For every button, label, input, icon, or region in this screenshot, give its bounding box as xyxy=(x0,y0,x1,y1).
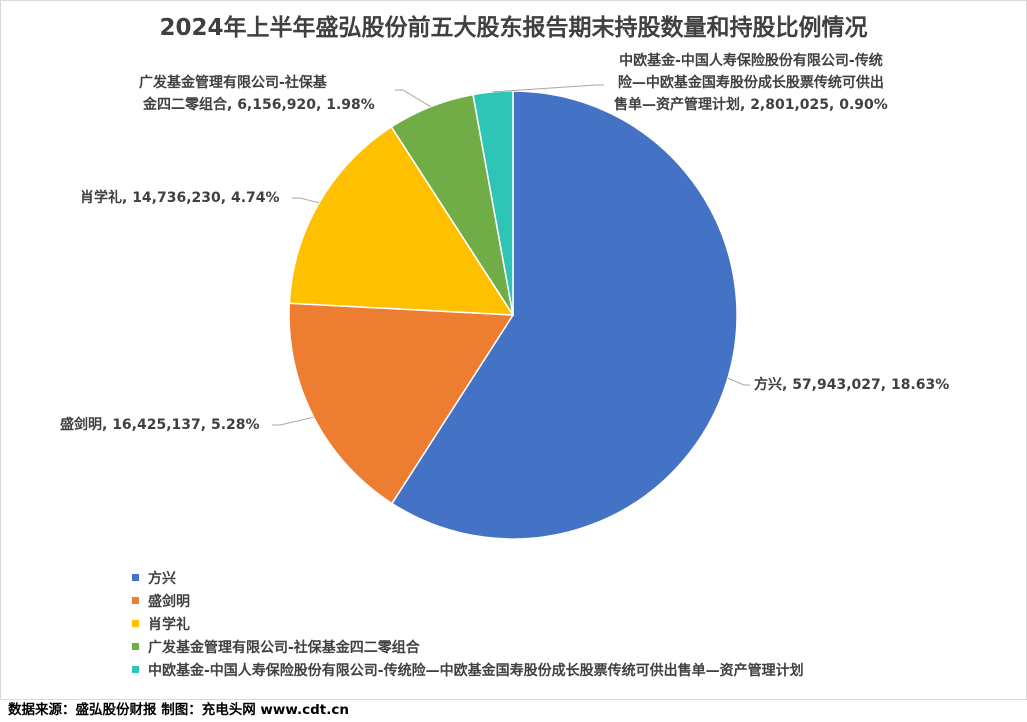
data-label-line: 中欧基金-中国人寿保险股份有限公司-传统 xyxy=(619,53,883,69)
data-label-line: 险—中欧基金国寿股份成长股票传统可供出 xyxy=(617,75,884,91)
leader-line xyxy=(272,416,314,426)
legend-swatch xyxy=(132,666,139,673)
data-label-fangxing: 方兴, 57,943,027, 18.63% xyxy=(754,377,950,393)
data-label-zhongou: 中欧基金-中国人寿保险股份有限公司-传统 险—中欧基金国寿股份成长股票传统可供出… xyxy=(614,50,888,116)
leader-line xyxy=(292,197,320,204)
legend-swatch xyxy=(132,620,139,627)
data-label-guangfa: 广发基金管理有限公司-社保基 金四二零组合, 6,156,920, 1.98% xyxy=(139,72,375,116)
source-footer: 数据来源：盛弘股份财报 制图：充电头网 www.cdt.cn xyxy=(8,702,349,718)
leader-line xyxy=(395,89,431,108)
pie-slice xyxy=(390,90,738,540)
pie-slice xyxy=(288,125,515,316)
pie-slice xyxy=(288,302,515,505)
data-label-line: 广发基金管理有限公司-社保基 xyxy=(139,75,327,91)
legend-item: 中欧基金-中国人寿保险股份有限公司-传统险—中欧基金国寿股份成长股票传统可供出售… xyxy=(132,658,804,681)
pie-chart xyxy=(272,84,750,540)
data-label-line: 售单—资产管理计划, 2,801,025, 0.90% xyxy=(614,97,888,113)
leader-line xyxy=(492,84,604,93)
leader-line xyxy=(727,377,750,386)
legend-label: 盛剑明 xyxy=(148,593,190,610)
legend-item: 肖学礼 xyxy=(132,612,804,635)
legend-swatch xyxy=(132,643,139,650)
legend: 方兴 盛剑明 肖学礼 广发基金管理有限公司-社保基金四二零组合 中欧基金-中国人… xyxy=(132,566,804,681)
data-label-xiaoxueli: 肖学礼, 14,736,230, 4.74% xyxy=(80,190,280,206)
legend-swatch xyxy=(132,597,139,604)
data-label-line: 金四二零组合, 6,156,920, 1.98% xyxy=(143,97,375,113)
legend-label: 中欧基金-中国人寿保险股份有限公司-传统险—中欧基金国寿股份成长股票传统可供出售… xyxy=(148,662,804,679)
legend-swatch xyxy=(132,574,139,581)
data-label-shengjianming: 盛剑明, 16,425,137, 5.28% xyxy=(60,417,260,433)
legend-item: 盛剑明 xyxy=(132,589,804,612)
legend-label: 肖学礼 xyxy=(148,616,190,633)
chart-title: 2024年上半年盛弘股份前五大股东报告期末持股数量和持股比例情况 xyxy=(159,15,868,41)
legend-label: 广发基金管理有限公司-社保基金四二零组合 xyxy=(148,639,420,656)
legend-item: 广发基金管理有限公司-社保基金四二零组合 xyxy=(132,635,804,658)
legend-item: 方兴 xyxy=(132,566,804,589)
legend-label: 方兴 xyxy=(148,570,176,587)
